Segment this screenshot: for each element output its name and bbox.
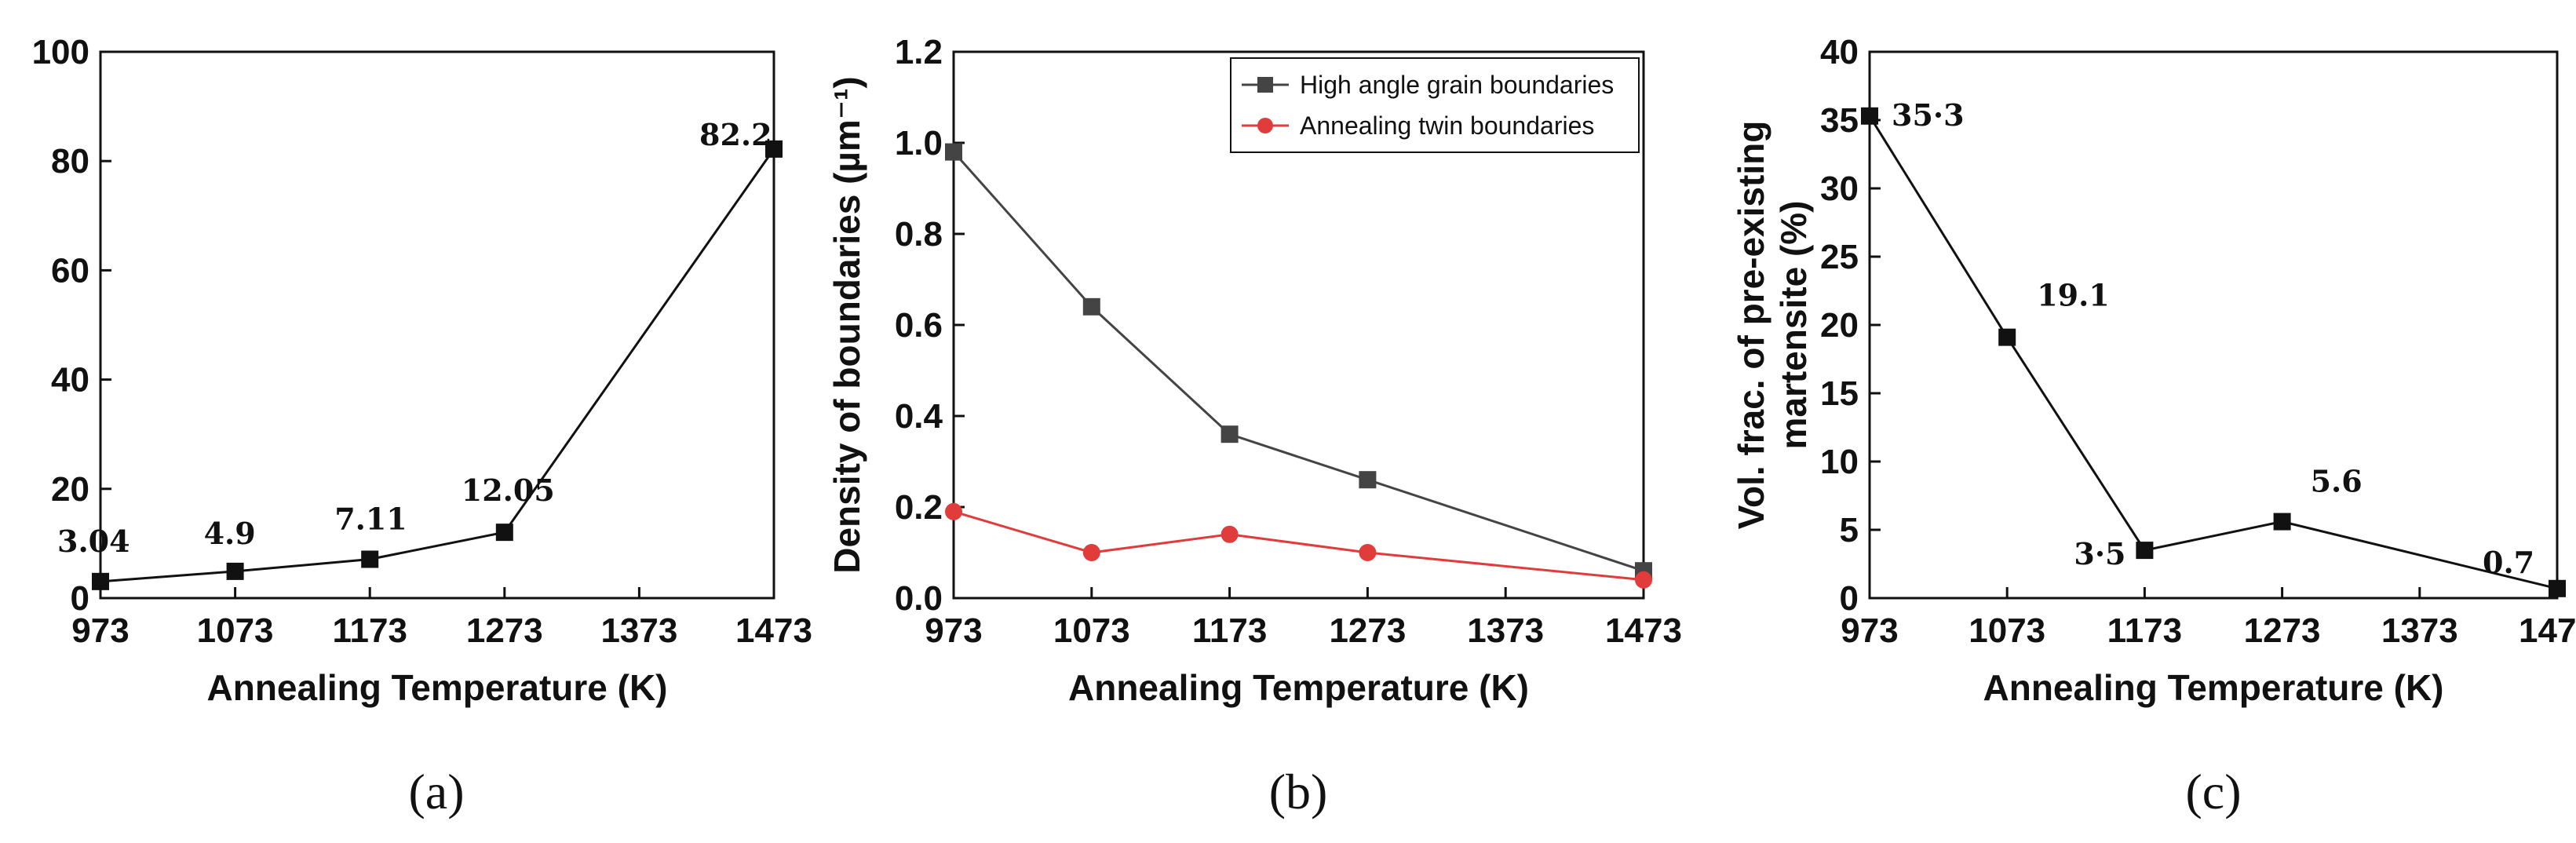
y-tick-label: 35 — [1820, 101, 1859, 140]
y-axis-label: Vol. frac. of pre-existingmartensite (%) — [1731, 121, 1814, 530]
data-point — [361, 550, 379, 568]
y-tick-label: 0 — [71, 579, 89, 618]
x-tick-label: 1073 — [1053, 611, 1130, 650]
data-label: 0.7 — [2483, 545, 2534, 580]
data-label: 19.1 — [2037, 278, 2110, 313]
y-tick-label: 0.8 — [895, 215, 943, 254]
data-point — [1220, 425, 1239, 443]
data-point — [765, 140, 783, 158]
chart-panel-c: 973 1073 1173 1273 1373 1473 0 5 10 15 20 25 30 35 40 A… — [1731, 33, 2576, 819]
y-tick-label: 5 — [1840, 511, 1859, 549]
y-axis-label-line: Vol. frac. of pre-existing — [1731, 121, 1771, 530]
data-point — [1861, 107, 1878, 125]
y-tick-label: 60 — [51, 251, 89, 290]
x-tick-label: 1073 — [1968, 611, 2045, 650]
chart-panel-b: 973 1073 1173 1273 1373 1473 0.0 0.2 0.4 0.6 0.8 1.… — [826, 33, 1682, 819]
data-label: 12.05 — [462, 473, 555, 508]
x-tick-label: 1273 — [466, 611, 543, 650]
y-tick-label: 100 — [32, 33, 89, 71]
series-line — [1868, 115, 2558, 590]
y-axis-label-line: martensite (%) — [1773, 201, 1814, 450]
x-tick-label: 1473 — [2519, 611, 2576, 650]
x-tick-label: 973 — [71, 611, 129, 650]
series-line — [953, 510, 1644, 582]
data-label: 35·3 — [1892, 97, 1965, 133]
x-tick-label: 1473 — [1605, 611, 1682, 650]
data-label: 3.04 — [57, 524, 130, 559]
data-point — [2136, 542, 2154, 560]
x-axis-label: Annealing Temperature (K) — [207, 667, 668, 708]
data-point — [1635, 571, 1652, 589]
data-point — [1359, 544, 1377, 561]
series-line — [100, 148, 775, 583]
x-tick-label: 1273 — [1329, 611, 1406, 650]
series-line — [952, 151, 1644, 572]
data-point — [226, 562, 244, 580]
data-point — [1359, 471, 1377, 489]
x-tick-label: 1373 — [1467, 611, 1544, 650]
y-tick-label: 40 — [1820, 33, 1859, 71]
y-tick-label: 15 — [1820, 374, 1859, 413]
x-axis-label: Annealing Temperature (K) — [1983, 667, 2444, 708]
data-label: 82.2 — [699, 117, 772, 152]
legend-marker — [1257, 118, 1273, 133]
y-tick-label: 0 — [1840, 579, 1859, 618]
x-tick-label: 1373 — [2381, 611, 2458, 650]
legend-marker — [1257, 77, 1273, 93]
y-axis-label: Density of boundaries (µm⁻¹) — [826, 76, 867, 574]
data-point — [92, 572, 109, 590]
y-tick-label: 0.2 — [895, 488, 943, 527]
data-label: 4.9 — [204, 516, 256, 551]
x-tick-label: 1273 — [2244, 611, 2321, 650]
y-tick-label: 40 — [51, 361, 89, 400]
data-point — [1082, 544, 1100, 561]
legend-entry: High angle grain boundaries — [1300, 71, 1614, 99]
x-tick-label: 973 — [1841, 611, 1898, 650]
x-tick-label: 1173 — [332, 611, 407, 650]
legend-entry: Annealing twin boundaries — [1300, 111, 1594, 140]
panel-label: (b) — [1269, 764, 1328, 819]
panel-label: (c) — [2185, 764, 2241, 819]
data-point — [945, 143, 962, 161]
y-tick-label: 0.6 — [895, 306, 943, 345]
y-tick-label: 1.0 — [895, 124, 943, 162]
y-tick-label: 10 — [1820, 443, 1859, 481]
data-point — [1998, 328, 2016, 346]
x-axis-label: Annealing Temperature (K) — [1068, 667, 1529, 708]
plot-frame — [1868, 50, 2559, 600]
y-tick-label: 1.2 — [895, 33, 943, 71]
y-tick-label: 30 — [1820, 170, 1859, 208]
y-tick-label: 0.4 — [895, 397, 943, 436]
data-label: 3·5 — [2074, 536, 2125, 571]
x-tick-label: 1373 — [600, 611, 677, 650]
data-point — [945, 502, 962, 520]
data-point — [1220, 525, 1239, 543]
legend-box — [1230, 57, 1640, 153]
data-point — [495, 524, 513, 542]
y-tick-label: 20 — [1820, 306, 1859, 345]
y-tick-label: 25 — [1820, 238, 1859, 276]
y-tick-label: 20 — [51, 470, 89, 509]
x-tick-label: 1173 — [1192, 611, 1267, 650]
y-tick-label: 80 — [51, 142, 89, 181]
data-point — [2273, 513, 2291, 531]
x-tick-label: 1073 — [197, 611, 274, 650]
chart-panel-a: 973 1073 1173 1273 1373 1473 0 20 40 60 80 100 Annea… — [32, 33, 812, 819]
x-tick-label: 1173 — [2107, 611, 2182, 650]
data-point — [2549, 579, 2566, 597]
y-tick-label: 0.0 — [895, 579, 943, 618]
panel-label: (a) — [408, 764, 464, 819]
legend: High angle grain boundaries Annealing twi… — [1230, 57, 1640, 153]
data-label: 5.6 — [2311, 464, 2363, 499]
data-label: 7.11 — [334, 502, 407, 537]
data-point — [1082, 297, 1100, 316]
x-tick-label: 973 — [925, 611, 982, 650]
plot-frame — [99, 50, 775, 600]
x-tick-label: 1473 — [735, 611, 812, 650]
